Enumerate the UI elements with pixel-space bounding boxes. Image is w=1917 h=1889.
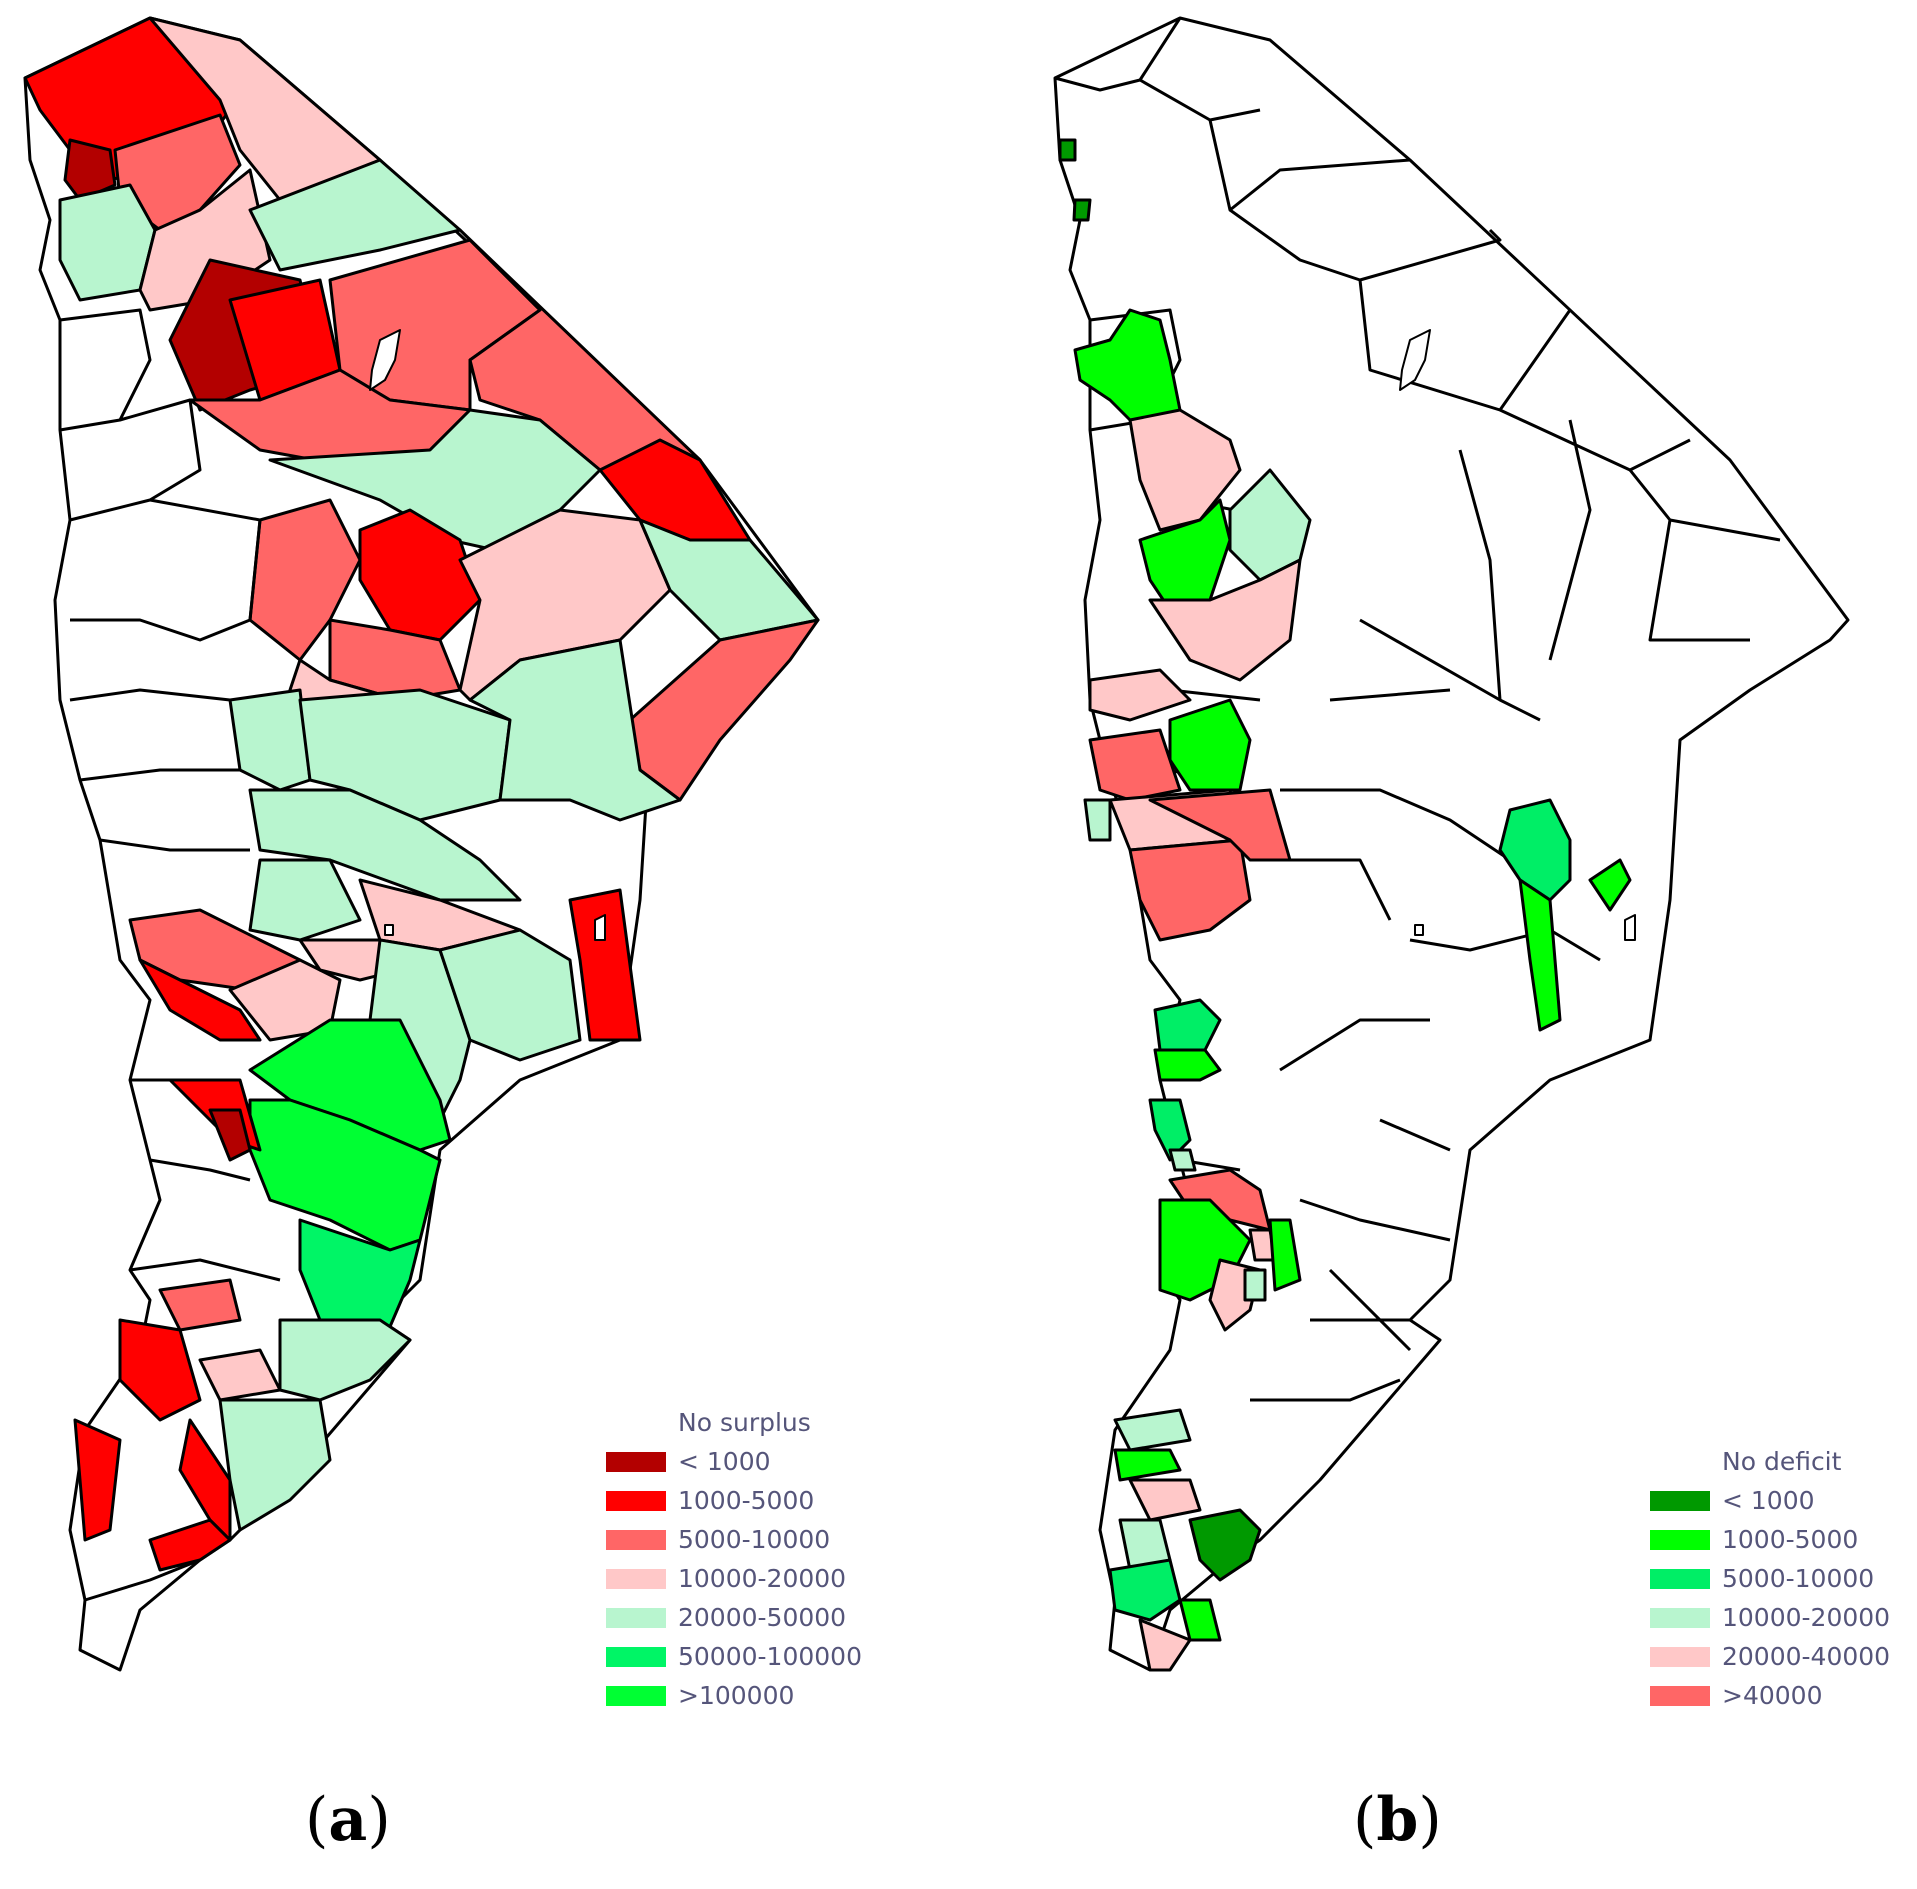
region-a-34: [438, 928, 582, 1062]
caption-b-open: (: [1353, 1785, 1377, 1855]
region-a-31: [228, 958, 342, 1042]
region-b-27: [1243, 1268, 1267, 1302]
legend-a-row-7: >100000: [606, 1676, 862, 1715]
region-b-25: [1268, 1218, 1302, 1292]
legend-a-row-5: 20000-50000: [606, 1598, 862, 1637]
legend-b-label-2: 1000-5000: [1722, 1525, 1859, 1554]
caption-b-letter: b: [1376, 1785, 1419, 1855]
legend-a-swatch-2: [606, 1490, 666, 1511]
legend-b-row-4: 10000-20000: [1650, 1598, 1890, 1637]
legend-b-row-6: >40000: [1650, 1676, 1890, 1715]
legend-a-swatch-3: [606, 1529, 666, 1550]
legend-a-row-1: < 1000: [606, 1442, 862, 1481]
region-a-47: [148, 1518, 232, 1572]
caption-a-letter: a: [328, 1785, 368, 1855]
legend-b-label-1: < 1000: [1722, 1486, 1815, 1515]
region-b-2: [1072, 198, 1092, 222]
region-b-35: [1138, 1618, 1192, 1672]
region-a-22: [228, 688, 312, 792]
legend-a: No surplus < 1000 1000-5000 5000-10000 1…: [606, 1404, 862, 1715]
region-a-23: [298, 688, 512, 822]
region-b-16: [1518, 878, 1562, 1032]
legend-a-label-4: 10000-20000: [678, 1564, 847, 1593]
legend-a-label-3: 5000-10000: [678, 1525, 831, 1554]
legend-b-swatch-3: [1650, 1568, 1710, 1589]
region-b-11: [1083, 798, 1112, 842]
caption-a-close: ): [367, 1785, 391, 1855]
legend-a-title: No surplus: [678, 1408, 811, 1437]
legend-a-swatch-5: [606, 1607, 666, 1628]
caption-b: (b): [1353, 1785, 1442, 1855]
region-b-18: [1153, 998, 1222, 1052]
region-a-30: [138, 958, 262, 1042]
region-b-1: [1058, 138, 1077, 162]
legend-a-row-6: 50000-100000: [606, 1637, 862, 1676]
legend-a-row-2: 1000-5000: [606, 1481, 862, 1520]
legend-b: No deficit < 1000 1000-5000 5000-10000 1…: [1650, 1443, 1890, 1715]
region-a-7: [248, 158, 462, 272]
legend-b-row-3: 5000-10000: [1650, 1559, 1890, 1598]
region-a-40: [158, 1278, 242, 1332]
region-a-46: [73, 1418, 122, 1542]
legend-b-swatch-4: [1650, 1607, 1710, 1628]
legend-b-label-5: 20000-40000: [1722, 1642, 1891, 1671]
region-a-41: [118, 1318, 202, 1422]
region-b-31: [1188, 1508, 1262, 1582]
region-b-5: [1138, 498, 1232, 612]
region-b-29: [1113, 1448, 1182, 1482]
legend-a-swatch-4: [606, 1568, 666, 1589]
region-b-28: [1113, 1408, 1192, 1452]
region-b-17: [1588, 858, 1632, 912]
legend-b-row-5: 20000-40000: [1650, 1637, 1890, 1676]
legend-b-label-3: 5000-10000: [1722, 1564, 1875, 1593]
region-b-30: [1128, 1478, 1202, 1522]
legend-a-swatch-6: [606, 1646, 666, 1667]
region-b-8: [1088, 668, 1192, 722]
legend-a-row-4: 10000-20000: [606, 1559, 862, 1598]
region-b-34: [1178, 1598, 1222, 1642]
map-b: [1053, 16, 1850, 1672]
region-b-21: [1168, 1148, 1197, 1172]
legend-b-swatch-6: [1650, 1685, 1710, 1706]
legend-a-swatch-1: [606, 1451, 666, 1472]
legend-a-label-6: 50000-100000: [678, 1642, 862, 1671]
region-a-28: [568, 888, 642, 1042]
region-a-26: [248, 858, 362, 942]
legend-b-swatch-5: [1650, 1646, 1710, 1667]
region-b-15: [1498, 798, 1572, 902]
caption-b-close: ): [1418, 1785, 1442, 1855]
legend-b-row-2: 1000-5000: [1650, 1520, 1890, 1559]
legend-b-swatch-2: [1650, 1529, 1710, 1550]
region-b-3: [1073, 308, 1182, 432]
region-b-14: [1148, 788, 1292, 862]
legend-a-label-7: >100000: [678, 1681, 795, 1710]
caption-a-open: (: [305, 1785, 329, 1855]
legend-a-row-3: 5000-10000: [606, 1520, 862, 1559]
legend-b-label-4: 10000-20000: [1722, 1603, 1891, 1632]
legend-a-label-2: 1000-5000: [678, 1486, 815, 1515]
region-a-25: [248, 788, 522, 902]
region-b-19: [1153, 1048, 1222, 1082]
legend-a-swatch-7: [606, 1685, 666, 1706]
region-b-7: [1148, 558, 1302, 682]
legend-a-label-5: 20000-50000: [678, 1603, 847, 1632]
region-a-24: [468, 638, 682, 822]
region-a-39: [208, 1108, 252, 1162]
region-a-16: [358, 508, 482, 642]
legend-a-label-1: < 1000: [678, 1447, 771, 1476]
legend-b-swatch-1: [1650, 1490, 1710, 1511]
legend-b-label-6: >40000: [1722, 1681, 1823, 1710]
region-b-33: [1108, 1558, 1182, 1622]
caption-a: (a): [305, 1785, 391, 1855]
region-b-4: [1128, 408, 1242, 532]
legend-b-row-1: < 1000: [1650, 1481, 1890, 1520]
region-a-44: [218, 1398, 332, 1532]
region-a-43: [278, 1318, 412, 1402]
legend-b-title: No deficit: [1722, 1447, 1842, 1476]
map-a: [23, 16, 820, 1672]
